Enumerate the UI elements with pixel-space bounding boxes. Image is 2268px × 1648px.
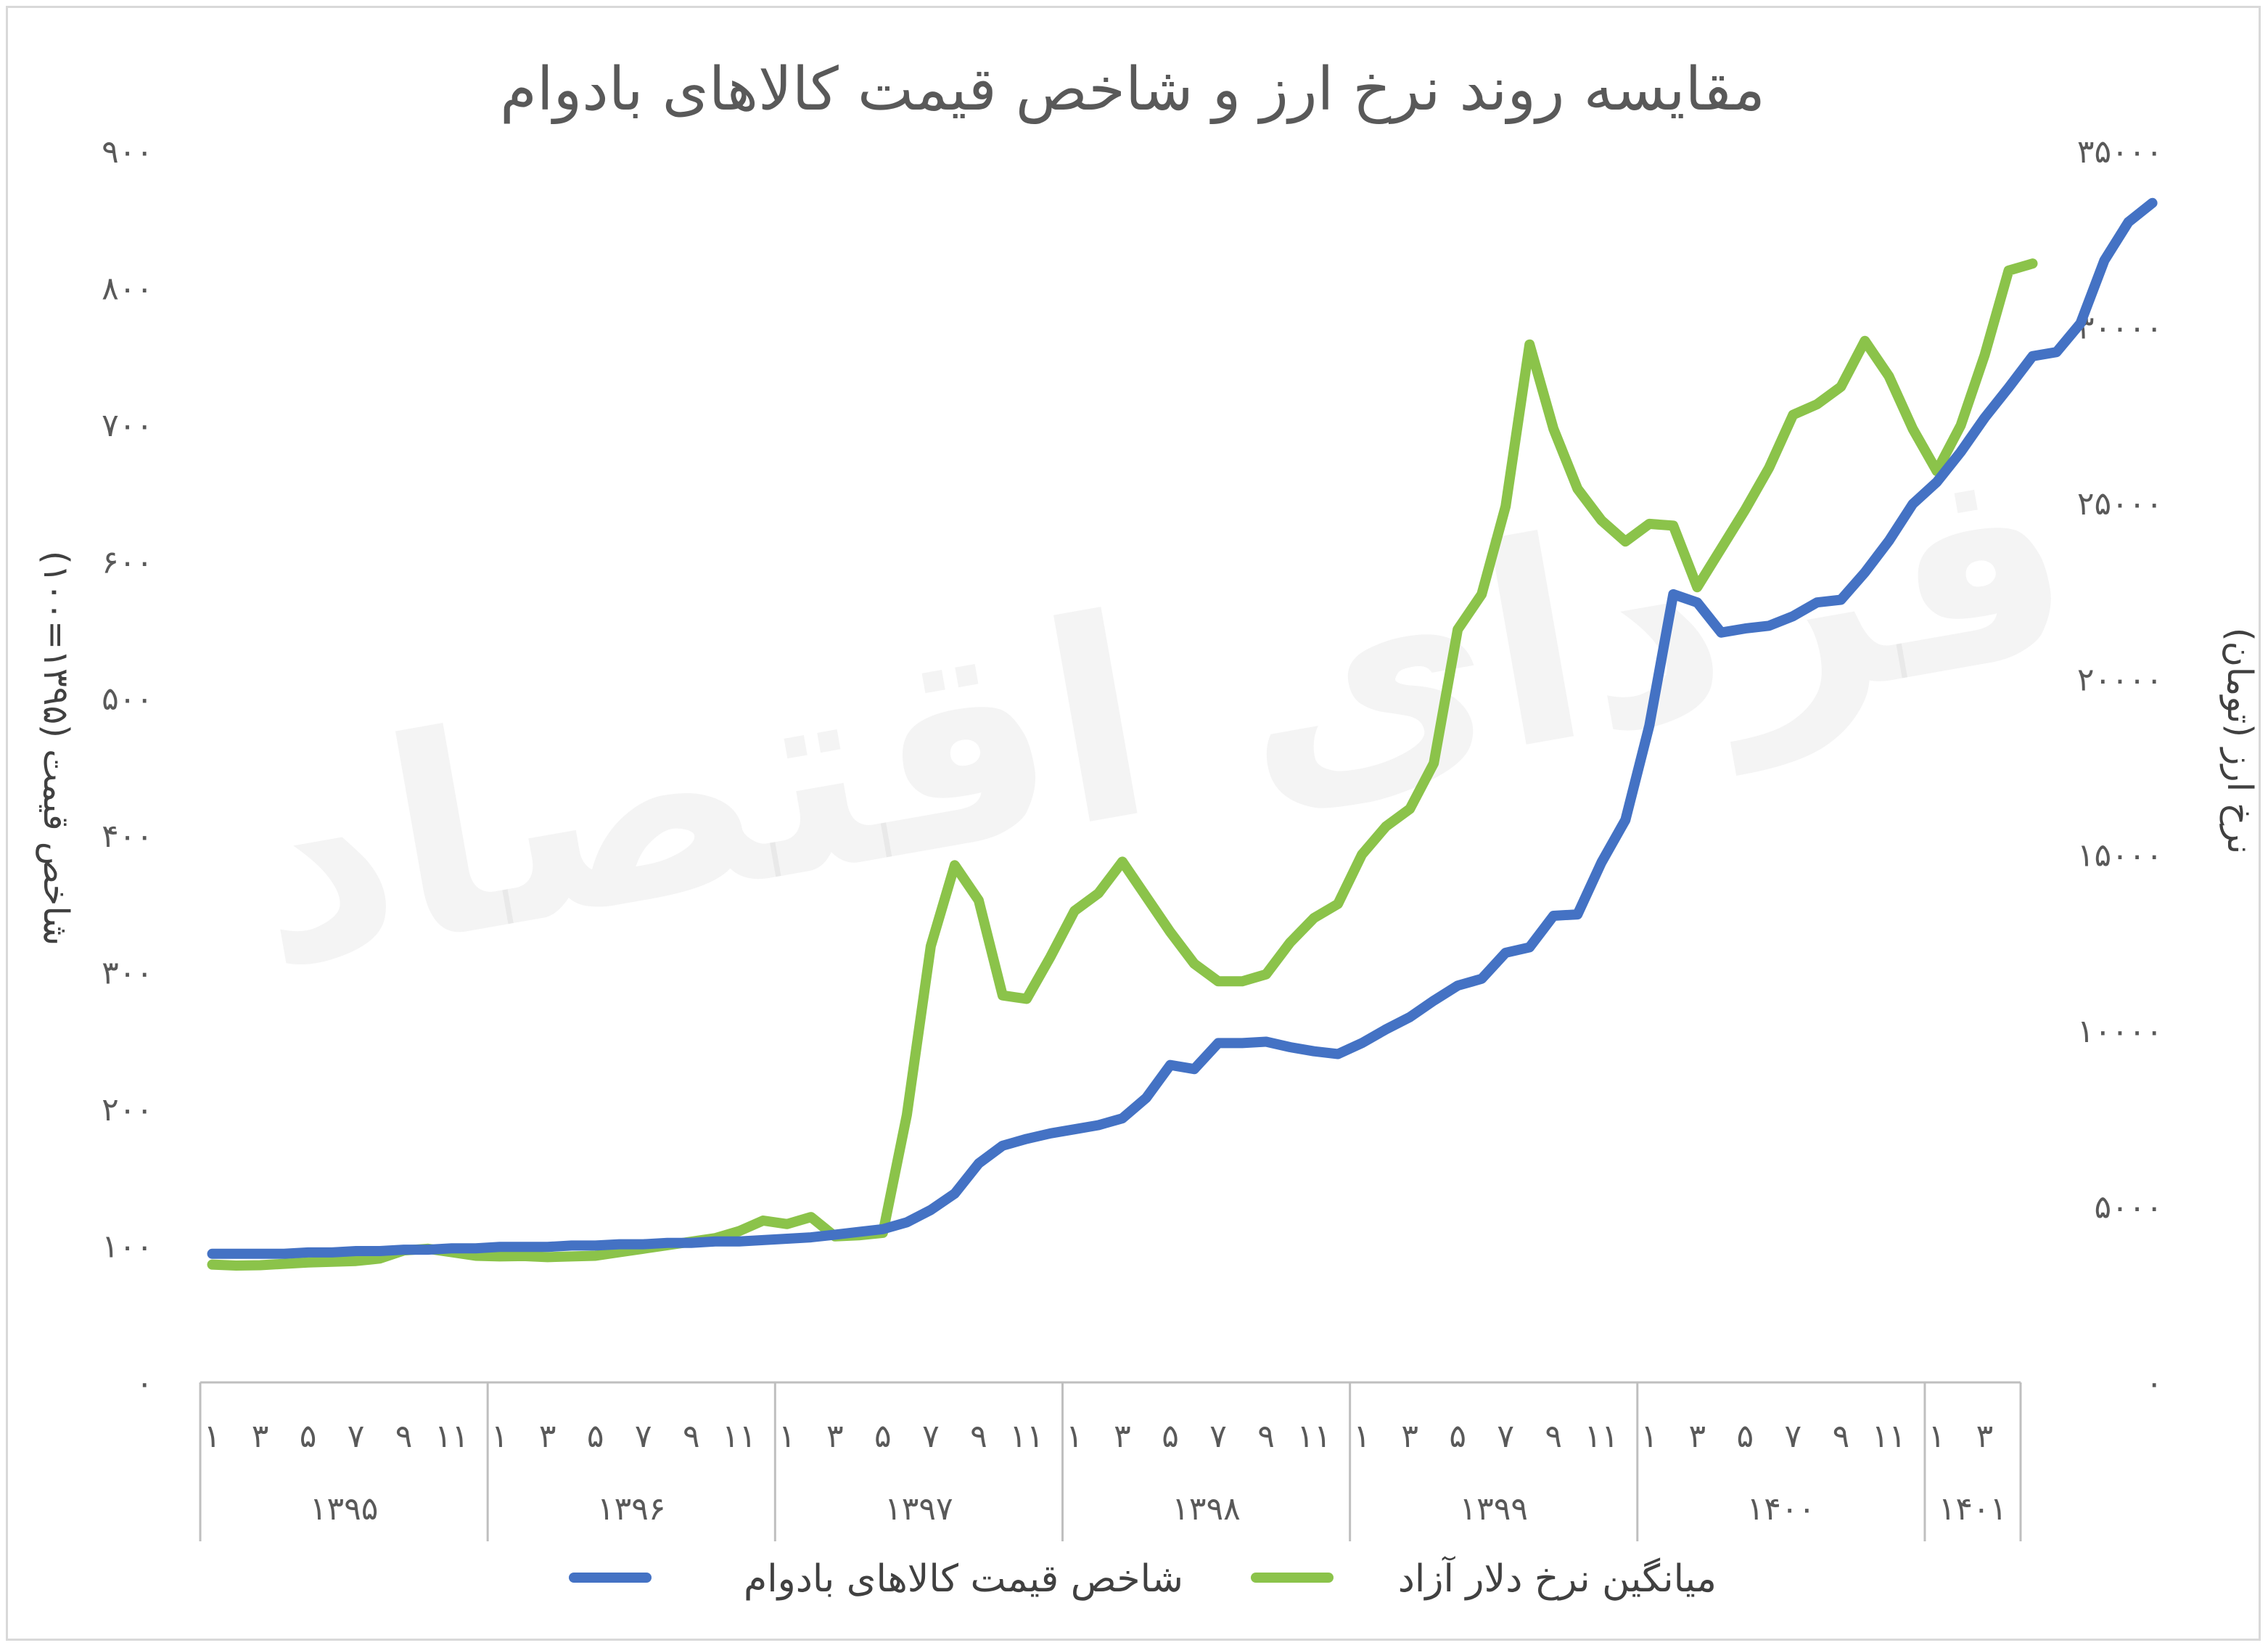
month-tick-label: ۹ xyxy=(1257,1418,1275,1455)
month-tick-label: ۱ xyxy=(491,1418,509,1455)
month-tick-label: ۱ xyxy=(778,1418,796,1455)
left-tick-label: ۶۰۰ xyxy=(102,544,153,581)
series-layer xyxy=(207,197,2158,1271)
month-tick-label: ۹ xyxy=(1545,1418,1562,1455)
right-tick-label: ۰ xyxy=(2145,1365,2163,1402)
month-tick-label: ۷ xyxy=(348,1418,365,1455)
month-tick-label: ۳ xyxy=(1976,1418,1994,1455)
month-tick-label: ۵ xyxy=(587,1418,604,1455)
right-tick-label: ۵۰۰۰ xyxy=(2094,1189,2163,1226)
left-tick-label: ۸۰۰ xyxy=(102,271,153,308)
month-tick-label: ۹ xyxy=(395,1418,413,1455)
right-tick-label: ۲۵۰۰۰ xyxy=(2077,485,2163,522)
month-tick-label: ۳ xyxy=(1114,1418,1131,1455)
month-tick-label: ۳ xyxy=(539,1418,556,1455)
month-tick-label: ۱ xyxy=(204,1418,221,1455)
month-tick-label: ۹ xyxy=(970,1418,987,1455)
right-tick-label: ۱۵۰۰۰ xyxy=(2077,837,2163,874)
left-tick-label: ۷۰۰ xyxy=(102,407,153,444)
series-line-durable-goods-index xyxy=(207,197,2158,1259)
series-line-dollar-rate xyxy=(207,258,2038,1271)
month-tick-label: ۷ xyxy=(635,1418,652,1455)
month-tick-label: ۹ xyxy=(683,1418,700,1455)
month-tick-label: ۱ xyxy=(1640,1418,1658,1455)
month-tick-label: ۵ xyxy=(1449,1418,1466,1455)
left-tick-label: ۱۰۰ xyxy=(102,1228,153,1265)
month-tick-label: ۱۱ xyxy=(1009,1418,1043,1455)
month-tick-label: ۱۱ xyxy=(1585,1418,1619,1455)
year-tick-label: ۱۳۹۷ xyxy=(884,1491,953,1528)
right-tick-label: ۳۵۰۰۰ xyxy=(2077,134,2163,171)
left-tick-label: ۲۰۰ xyxy=(102,1091,153,1128)
legend-label-index: شاخص قیمت کالاهای بادوام xyxy=(744,1557,1183,1601)
year-tick-label: ۱۳۹۶ xyxy=(597,1491,666,1528)
chart-container: فردای اقتصاد مقایسه روند نرخ ارز و شاخص … xyxy=(6,6,2261,1641)
month-tick-label: ۵ xyxy=(1162,1418,1179,1455)
right-axis-ticks: ۰ ۵۰۰۰ ۱۰۰۰۰ ۱۵۰۰۰ ۲۰۰۰۰ ۲۵۰۰۰ ۳۰۰۰۰ ۳۵۰۰۰ xyxy=(2077,134,2163,1402)
month-tick-label: ۱ xyxy=(1928,1418,1946,1455)
month-tick-label: ۱۱ xyxy=(1297,1418,1331,1455)
month-tick-label: ۷ xyxy=(1209,1418,1227,1455)
year-tick-label: ۱۳۹۹ xyxy=(1459,1491,1528,1528)
month-tick-label: ۱۱ xyxy=(722,1418,756,1455)
month-tick-label: ۷ xyxy=(1497,1418,1514,1455)
left-axis-title: شاخص قیمت (۱۳۹۵=۱۰۰) xyxy=(36,551,76,946)
year-tick-label: ۱۴۰۰ xyxy=(1747,1491,1816,1528)
month-tick-label: ۵ xyxy=(300,1418,317,1455)
month-tick-label: ۳ xyxy=(252,1418,269,1455)
month-tick-label: ۹ xyxy=(1833,1418,1850,1455)
month-tick-label: ۱۱ xyxy=(1872,1418,1906,1455)
month-tick-label: ۱۱ xyxy=(435,1418,469,1455)
right-axis-title: نرخ ارز (تومان) xyxy=(2219,628,2260,854)
chart-title: مقایسه روند نرخ ارز و شاخص قیمت کالاهای … xyxy=(500,55,1765,124)
month-tick-label: ۱ xyxy=(1353,1418,1371,1455)
left-axis-ticks: ۰ ۱۰۰ ۲۰۰ ۳۰۰ ۴۰۰ ۵۰۰ ۶۰۰ ۷۰۰ ۸۰۰ ۹۰۰ xyxy=(102,134,153,1402)
chart-svg: فردای اقتصاد مقایسه روند نرخ ارز و شاخص … xyxy=(36,55,2260,1601)
legend: شاخص قیمت کالاهای بادوام میانگین نرخ دلا… xyxy=(569,1555,1717,1601)
month-tick-label: ۵ xyxy=(1737,1418,1754,1455)
year-tick-label: ۱۳۹۵ xyxy=(310,1491,379,1528)
right-tick-label: ۲۰۰۰۰ xyxy=(2077,661,2163,698)
right-tick-label: ۳۰۰۰۰ xyxy=(2077,309,2163,346)
left-tick-label: ۵۰۰ xyxy=(102,681,153,718)
year-tick-label: ۱۴۰۱ xyxy=(1939,1491,2008,1528)
left-tick-label: ۳۰۰ xyxy=(102,954,153,991)
month-tick-label: ۳ xyxy=(826,1418,844,1455)
left-tick-label: ۰ xyxy=(136,1365,153,1402)
month-tick-label: ۵ xyxy=(874,1418,892,1455)
legend-label-dollar: میانگین نرخ دلار آزاد xyxy=(1398,1555,1717,1601)
month-tick-label: ۱ xyxy=(1066,1418,1083,1455)
month-tick-label: ۷ xyxy=(1785,1418,1802,1455)
month-tick-label: ۳ xyxy=(1689,1418,1706,1455)
left-tick-label: ۴۰۰ xyxy=(102,818,153,855)
year-tick-label: ۱۳۹۸ xyxy=(1172,1491,1241,1528)
left-tick-label: ۹۰۰ xyxy=(102,134,153,171)
chart-watermark: فردای اقتصاد xyxy=(225,394,2095,1034)
month-tick-label: ۳ xyxy=(1401,1418,1418,1455)
right-tick-label: ۱۰۰۰۰ xyxy=(2077,1013,2163,1050)
month-tick-label: ۷ xyxy=(922,1418,940,1455)
